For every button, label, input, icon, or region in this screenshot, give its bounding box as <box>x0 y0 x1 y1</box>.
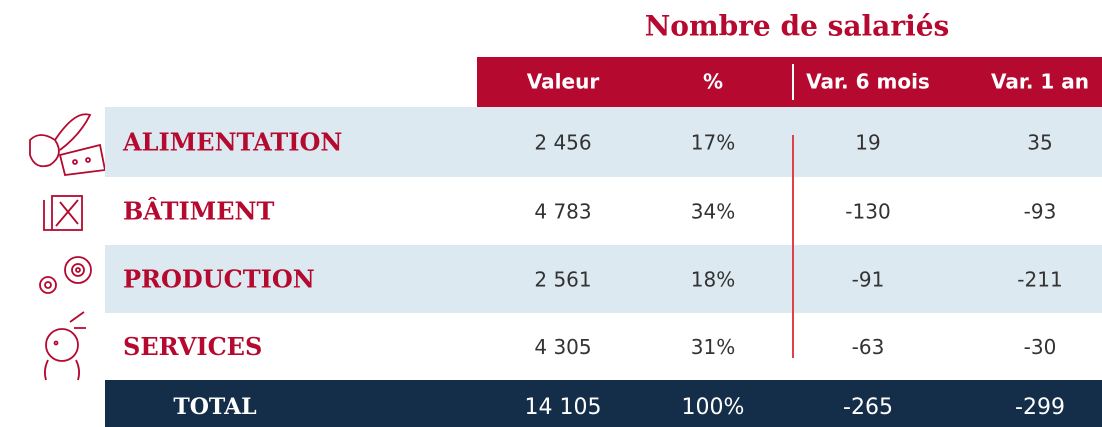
icon-food <box>29 113 107 176</box>
cell: -211 <box>1017 268 1062 292</box>
cell: 2 561 <box>534 268 591 292</box>
total-label: TOTAL <box>173 394 256 420</box>
total-cell: -299 <box>1015 395 1065 420</box>
cell: 31% <box>691 335 735 359</box>
column-header: Var. 6 mois <box>806 70 930 94</box>
cell: -130 <box>845 200 890 224</box>
title: Nombre de salariés <box>645 10 950 43</box>
icon-services <box>43 311 86 381</box>
column-header: Var. 1 an <box>991 70 1089 94</box>
cell: 34% <box>691 200 735 224</box>
column-header: % <box>703 70 723 94</box>
icon-building <box>43 195 83 231</box>
cell: -30 <box>1024 335 1057 359</box>
cell: 4 305 <box>534 335 591 359</box>
icon-production <box>39 256 92 294</box>
cell: 4 783 <box>534 200 591 224</box>
total-cell: 14 105 <box>525 395 602 420</box>
row-band <box>105 107 1102 177</box>
cell: 35 <box>1027 131 1052 155</box>
cell: -93 <box>1024 200 1057 224</box>
row-band <box>105 245 1102 313</box>
row-label: PRODUCTION <box>123 265 315 294</box>
cell: 19 <box>855 131 880 155</box>
cell: 17% <box>691 131 735 155</box>
column-header: Valeur <box>527 70 600 94</box>
cell: 2 456 <box>534 131 591 155</box>
total-cell: -265 <box>843 395 893 420</box>
row-label: ALIMENTATION <box>122 128 342 157</box>
total-band <box>105 380 1102 427</box>
cell: -91 <box>852 268 885 292</box>
row-label: SERVICES <box>123 332 262 361</box>
row-label: BÂTIMENT <box>123 197 274 226</box>
cell: 18% <box>691 268 735 292</box>
cell: -63 <box>852 335 885 359</box>
total-cell: 100% <box>682 395 745 420</box>
header-band <box>477 57 1102 107</box>
